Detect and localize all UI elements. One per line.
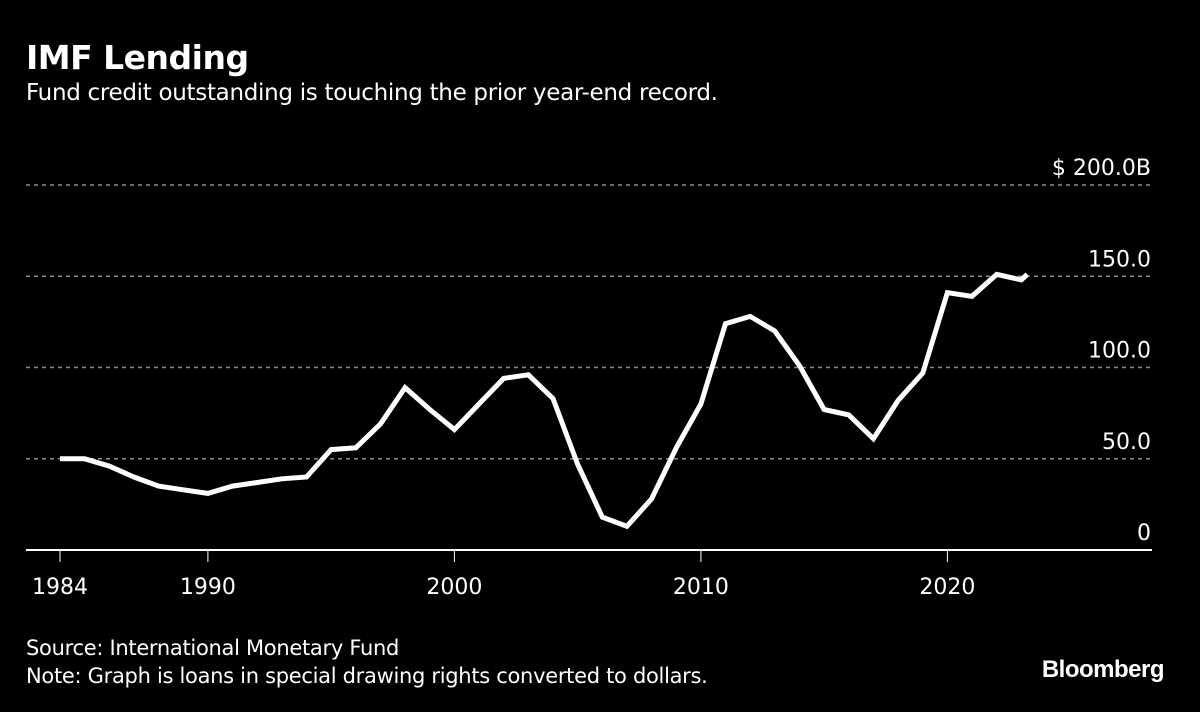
- bloomberg-logo: Bloomberg: [1041, 656, 1165, 683]
- x-tick-label: 2020: [919, 575, 975, 600]
- x-tick-label: 1984: [32, 575, 88, 600]
- y-axis-labels: $ 200.0B 150.0 100.0 50.0 0: [1052, 156, 1151, 546]
- chart-title: IMF Lending: [26, 38, 249, 77]
- chart-footnotes: Source: International Monetary Fund Note…: [26, 634, 708, 690]
- y-tick-label: 150.0: [1088, 247, 1151, 272]
- y-tick-label: 0: [1137, 521, 1151, 546]
- source-text: Source: International Monetary Fund: [26, 636, 399, 660]
- x-tick-label: 2010: [673, 575, 729, 600]
- x-tick-label: 1990: [180, 575, 236, 600]
- chart-subtitle: Fund credit outstanding is touching the …: [26, 80, 718, 106]
- gridlines: [26, 184, 1152, 460]
- note-text: Note: Graph is loans in special drawing …: [26, 664, 708, 688]
- y-tick-label: $ 200.0B: [1052, 156, 1151, 181]
- x-tick-label: 2000: [426, 575, 482, 600]
- series-line-fund-credit: [60, 271, 1029, 530]
- y-tick-label: 50.0: [1102, 430, 1151, 455]
- x-axis-ticks: 1984 1990 2000 2010 2020: [32, 551, 975, 600]
- y-tick-label: 100.0: [1088, 339, 1151, 364]
